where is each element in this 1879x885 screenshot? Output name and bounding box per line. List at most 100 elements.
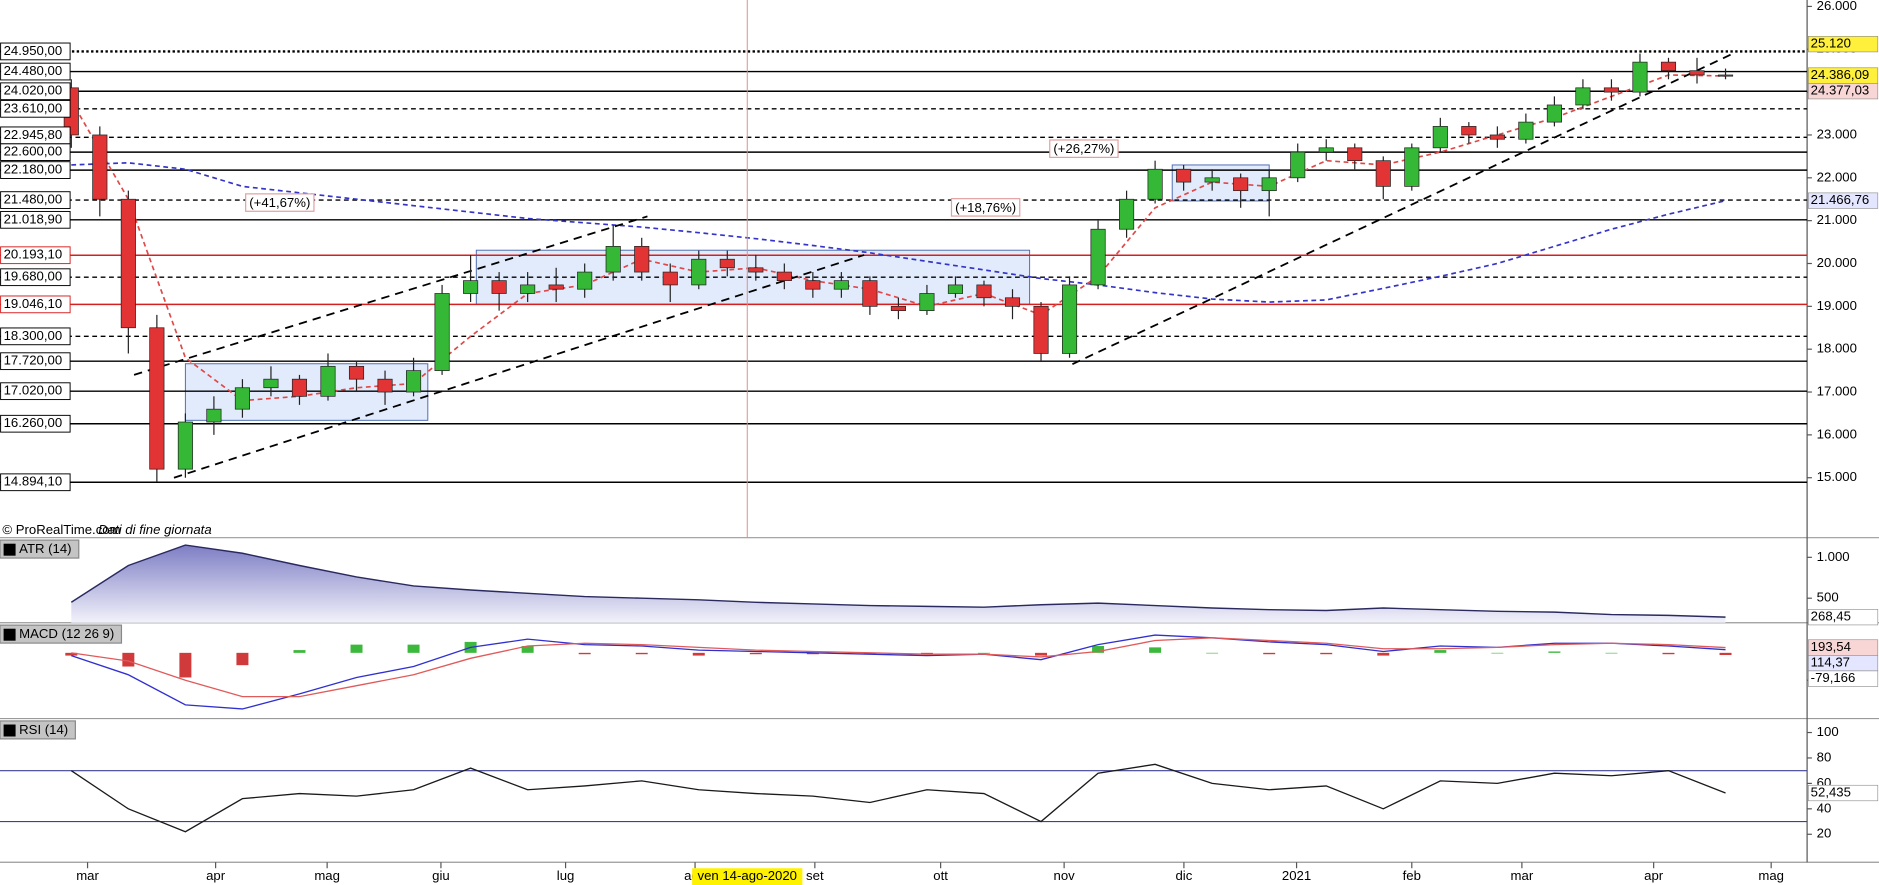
price-tag bbox=[1807, 83, 1879, 100]
price-tag-label: 268,45 bbox=[1811, 609, 1851, 624]
candle-body bbox=[919, 293, 935, 311]
candle-body bbox=[662, 271, 678, 286]
histogram-bar bbox=[1377, 652, 1390, 656]
candle-body bbox=[605, 246, 621, 273]
level-label: 17.720,00 bbox=[4, 353, 63, 368]
panel-title-box bbox=[0, 720, 76, 740]
candle-body bbox=[1004, 297, 1021, 307]
candle-body bbox=[548, 284, 564, 290]
level-label-box bbox=[0, 295, 71, 314]
candle-body bbox=[691, 258, 707, 286]
histogram-bar bbox=[236, 652, 249, 666]
candle-body bbox=[719, 258, 735, 269]
rsi-line bbox=[70, 763, 1726, 833]
candle-body bbox=[1632, 61, 1648, 93]
x-tick-label: apr bbox=[206, 868, 226, 883]
candle-body bbox=[234, 387, 250, 410]
candle-body bbox=[1660, 61, 1677, 72]
level-label-box bbox=[0, 82, 71, 101]
candle-body bbox=[1061, 284, 1078, 354]
level-label-box bbox=[0, 126, 71, 145]
price-tag-label: -79,166 bbox=[1811, 670, 1856, 685]
y-tick-label: 15.000 bbox=[1817, 469, 1857, 484]
price-tag bbox=[1807, 670, 1879, 687]
annotation-box bbox=[1049, 139, 1119, 158]
candle-body bbox=[1603, 87, 1619, 93]
histogram-bar bbox=[521, 646, 534, 653]
panel-title-box bbox=[0, 539, 80, 559]
level-label-box bbox=[0, 42, 71, 61]
panel-title: MACD (12 26 9) bbox=[19, 626, 114, 641]
price-tag-label: 21.466,76 bbox=[1811, 192, 1870, 207]
candle-body bbox=[862, 280, 878, 307]
level-label-box bbox=[0, 210, 71, 229]
y-tick-label: 16.000 bbox=[1817, 426, 1857, 441]
histogram-bar bbox=[179, 652, 192, 678]
level-label-box bbox=[0, 246, 71, 265]
candle-body bbox=[1432, 126, 1448, 149]
level-label: 24.480,00 bbox=[4, 63, 63, 78]
candle-body bbox=[976, 284, 992, 299]
candle-body bbox=[92, 134, 108, 200]
histogram-bar bbox=[806, 652, 819, 655]
moving-average bbox=[71, 161, 1726, 303]
candle-body bbox=[406, 370, 422, 393]
candle-body bbox=[805, 280, 821, 290]
y-tick-label: 21.000 bbox=[1817, 212, 1857, 227]
zone bbox=[475, 249, 1031, 305]
level-label: 20.193,10 bbox=[4, 247, 63, 262]
macd-line bbox=[71, 634, 1726, 710]
y-tick-label: 20.000 bbox=[1817, 255, 1857, 270]
candle-body bbox=[434, 293, 450, 371]
x-tick-label: mar bbox=[76, 868, 99, 883]
price-tag-label: 114,37 bbox=[1811, 655, 1850, 670]
histogram-bar bbox=[1092, 646, 1105, 653]
histogram-bar bbox=[1206, 652, 1219, 654]
annotation: (+18,76%) bbox=[955, 200, 1016, 215]
histogram-bar bbox=[635, 652, 648, 655]
histogram-bar bbox=[578, 652, 591, 655]
panel-title-box bbox=[0, 624, 123, 644]
candle-body bbox=[348, 365, 365, 380]
zone bbox=[1171, 164, 1270, 202]
level-label-box bbox=[0, 268, 71, 287]
candle-body bbox=[1176, 168, 1192, 183]
level-label-box bbox=[0, 161, 71, 179]
level-label: 21.480,00 bbox=[4, 192, 63, 207]
x-tick-label: lug bbox=[557, 868, 575, 883]
candle-body bbox=[1347, 147, 1363, 162]
x-tick-label: feb bbox=[1403, 868, 1421, 883]
candle-body bbox=[1119, 198, 1135, 230]
y-tick-label: 40 bbox=[1817, 800, 1832, 815]
x-tick-label: set bbox=[806, 868, 824, 883]
price-tag-label: 24.377,03 bbox=[1811, 83, 1870, 98]
x-tick-label: mag bbox=[314, 868, 340, 883]
histogram-bar bbox=[1035, 652, 1048, 656]
candle-body bbox=[634, 246, 650, 273]
trendline bbox=[1072, 53, 1732, 365]
moving-average bbox=[70, 74, 1726, 402]
histogram-bar bbox=[122, 652, 135, 667]
histogram-bar bbox=[350, 644, 363, 653]
price-tag bbox=[1807, 609, 1879, 626]
histogram-bar bbox=[863, 652, 876, 655]
candle-body bbox=[320, 365, 336, 397]
candle-body bbox=[1090, 228, 1106, 286]
level-label: 24.020,00 bbox=[4, 83, 63, 98]
x-tick-label: apr bbox=[1644, 868, 1664, 883]
watermark: Dati di fine giornata bbox=[98, 522, 211, 537]
histogram-bar bbox=[1263, 652, 1276, 655]
x-tick-label: dic bbox=[1175, 868, 1192, 883]
candle-body bbox=[491, 280, 507, 294]
candle-body bbox=[1204, 177, 1220, 183]
candle-body bbox=[890, 305, 906, 311]
price-tag-label: 24.386,09 bbox=[1811, 67, 1870, 82]
histogram-bar bbox=[407, 644, 420, 653]
price-tag-label: 52,435 bbox=[1811, 785, 1851, 800]
candle-body bbox=[1375, 160, 1391, 187]
candle-body bbox=[1518, 121, 1534, 140]
candle-body bbox=[1261, 177, 1277, 192]
cursor-label-box bbox=[692, 868, 803, 885]
trendline bbox=[173, 254, 865, 479]
